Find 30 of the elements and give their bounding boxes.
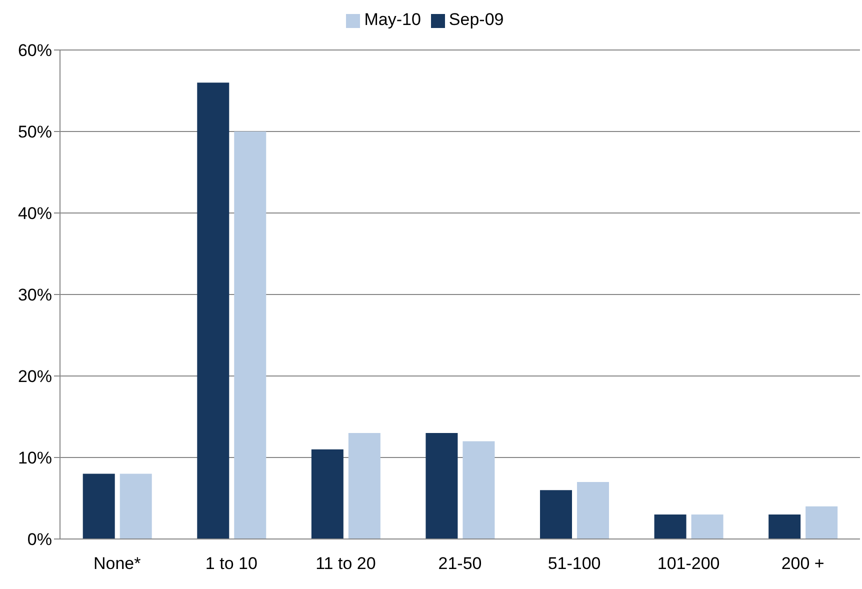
bar bbox=[462, 441, 495, 539]
y-tick-label: 0% bbox=[27, 530, 52, 550]
y-tick-label: 50% bbox=[18, 122, 52, 142]
bar bbox=[426, 433, 458, 539]
bar bbox=[691, 514, 724, 539]
bar bbox=[654, 514, 686, 539]
y-tick-label: 60% bbox=[18, 41, 52, 60]
x-tick-label: 200 + bbox=[781, 554, 824, 574]
bar bbox=[197, 82, 230, 539]
legend-label: May-10 bbox=[364, 10, 421, 29]
y-tick-label: 10% bbox=[18, 448, 52, 468]
bar bbox=[120, 474, 152, 539]
y-tick-label: 30% bbox=[18, 286, 52, 305]
bar bbox=[806, 506, 838, 539]
y-tick-label: 20% bbox=[18, 367, 52, 386]
x-tick-label: 1 to 10 bbox=[205, 554, 258, 574]
x-tick-label: 11 to 20 bbox=[316, 554, 376, 574]
bar bbox=[311, 449, 344, 539]
bar bbox=[540, 490, 572, 539]
bar bbox=[768, 514, 801, 539]
x-tick-label: 21-50 bbox=[438, 554, 482, 574]
y-tick-label: 40% bbox=[18, 204, 52, 224]
x-tick-label: 101-200 bbox=[657, 554, 720, 574]
bar bbox=[348, 433, 380, 539]
bar bbox=[82, 474, 115, 539]
legend-label: Sep-09 bbox=[448, 10, 504, 29]
bar bbox=[577, 482, 609, 539]
bar bbox=[234, 132, 266, 539]
x-tick-label: None* bbox=[94, 554, 142, 574]
x-tick-label: 51-100 bbox=[548, 554, 601, 574]
